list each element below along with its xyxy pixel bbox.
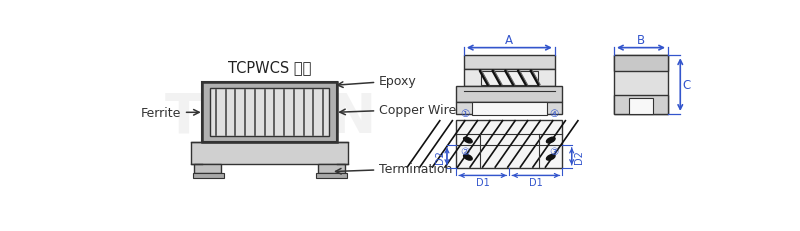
Text: B: B	[637, 34, 645, 47]
Text: Copper Wire: Copper Wire	[340, 103, 457, 116]
Text: ②: ②	[460, 147, 470, 157]
Text: Epoxy: Epoxy	[338, 75, 417, 88]
Text: Ferrite: Ferrite	[141, 106, 199, 119]
Bar	[456, 121, 562, 168]
Bar	[456, 102, 562, 114]
Bar	[318, 164, 345, 173]
Ellipse shape	[463, 138, 472, 143]
Bar	[614, 56, 668, 71]
Text: D1: D1	[476, 177, 490, 187]
Text: D1: D1	[529, 177, 542, 187]
Bar	[481, 71, 538, 85]
Bar	[456, 87, 562, 102]
Ellipse shape	[546, 138, 555, 143]
Text: C: C	[682, 79, 691, 92]
Text: Termination: Termination	[335, 162, 453, 175]
Bar	[614, 95, 668, 114]
Bar	[194, 164, 222, 173]
Text: ③: ③	[550, 147, 558, 157]
Text: ④: ④	[550, 109, 558, 119]
Text: TCPWCS 系列: TCPWCS 系列	[228, 60, 311, 75]
Bar	[202, 83, 337, 143]
Bar	[472, 102, 547, 116]
Bar	[190, 143, 349, 164]
Text: TOKEN: TOKEN	[166, 91, 378, 144]
Bar	[316, 173, 347, 178]
Ellipse shape	[546, 155, 555, 160]
Text: D2: D2	[574, 150, 584, 164]
Bar	[193, 173, 224, 178]
Ellipse shape	[463, 155, 472, 160]
Text: A: A	[506, 34, 514, 47]
Bar	[614, 56, 668, 114]
Bar	[464, 70, 554, 87]
Bar	[629, 99, 654, 114]
Text: ①: ①	[460, 109, 470, 119]
Bar	[210, 89, 329, 137]
Bar	[464, 56, 554, 70]
Text: D2: D2	[434, 150, 445, 164]
Bar	[202, 83, 337, 143]
